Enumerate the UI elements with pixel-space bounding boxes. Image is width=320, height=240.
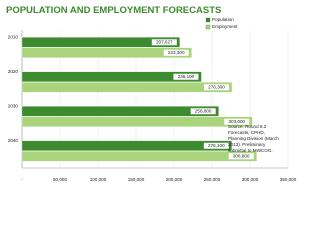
background	[0, 0, 300, 200]
x-tick-label: 300,000	[242, 177, 259, 182]
value-label-box	[203, 142, 229, 149]
x-tick-label: 350,000	[280, 177, 297, 182]
source-note: Source: Round 8.2	[228, 124, 267, 129]
x-tick-label: 200,000	[166, 177, 183, 182]
value-label: 236,100	[178, 74, 195, 79]
source-note: submittal to MWCOG.	[228, 148, 273, 153]
bar	[21, 37, 180, 48]
x-tick-label: 50,000	[53, 177, 67, 182]
chart-title: POPULATION AND EMPLOYMENT FORECASTS	[6, 5, 221, 16]
value-label: 207,627	[156, 39, 173, 44]
value-label: 223,300	[168, 50, 185, 55]
bar	[21, 151, 257, 162]
value-label-box	[163, 49, 189, 56]
legend-swatch	[205, 24, 211, 30]
value-label-box	[228, 153, 254, 160]
y-tick-label: 2010	[8, 34, 19, 39]
legend-label: Population	[212, 17, 234, 22]
y-tick-label: 2030	[8, 103, 19, 108]
source-note: 2013). Preliminary	[228, 142, 266, 147]
bar	[21, 116, 253, 127]
value-label-box	[224, 118, 250, 125]
chart: POPULATION AND EMPLOYMENT FORECASTS - 50,…	[0, 0, 300, 200]
value-label: 303,000	[228, 119, 245, 124]
value-label: 276,100	[208, 143, 225, 148]
bar	[21, 140, 232, 151]
x-tick-label: -	[21, 177, 23, 182]
y-tick-label: 2040	[8, 138, 19, 143]
x-tick-label: 100,000	[90, 177, 107, 182]
y-tick-label: 2020	[8, 69, 19, 74]
bar	[21, 71, 202, 82]
legend-label: Employment	[212, 24, 238, 29]
x-tick-label: 150,000	[128, 177, 145, 182]
source-note: Planning Division (March	[228, 136, 279, 141]
value-label: 308,800	[233, 153, 250, 158]
bar	[21, 82, 233, 93]
value-label-box	[203, 84, 229, 91]
legend-swatch	[205, 17, 211, 23]
bar	[21, 106, 219, 117]
source-note: Forecasts, CPHD,	[228, 130, 265, 135]
value-label: 276,300	[208, 84, 225, 89]
x-tick-label: 250,000	[204, 177, 221, 182]
value-label-box	[151, 39, 177, 46]
value-label-box	[173, 73, 199, 80]
bar	[21, 47, 192, 58]
page: POPULATION AND EMPLOYMENT FORECASTS - 50,…	[0, 0, 300, 200]
value-label: 258,800	[195, 108, 212, 113]
value-label-box	[190, 108, 216, 115]
